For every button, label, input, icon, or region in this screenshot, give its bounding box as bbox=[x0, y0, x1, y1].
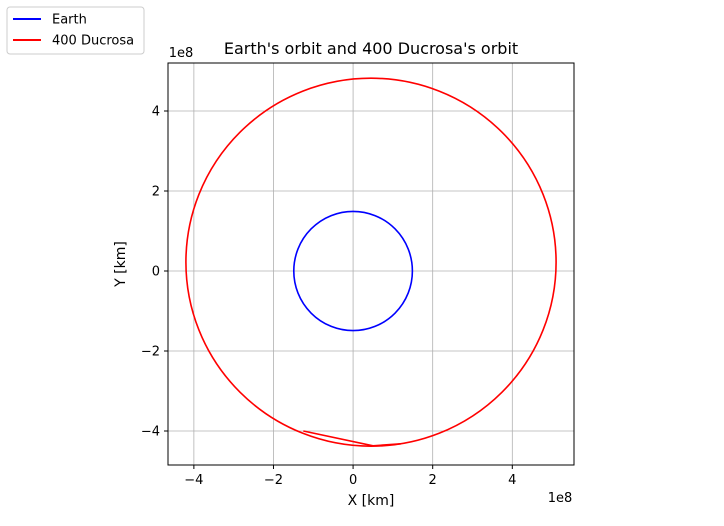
orbit-earth bbox=[292, 210, 414, 332]
x-axis-label: X [km] bbox=[348, 493, 395, 509]
legend-label-earth: Earth bbox=[52, 13, 87, 28]
y-tick-label: −4 bbox=[141, 425, 160, 440]
plot-area bbox=[185, 77, 557, 448]
y-axis-offset-label: 1e8 bbox=[169, 46, 194, 61]
x-tick-label: 0 bbox=[349, 473, 357, 488]
x-tick-label: −4 bbox=[184, 473, 203, 488]
legend-box bbox=[6, 6, 145, 55]
legend: Earth 400 Ducrosa bbox=[6, 6, 145, 55]
axes-frame bbox=[167, 62, 575, 466]
orbit-400-ducrosa bbox=[185, 77, 557, 448]
chart-title: Earth's orbit and 400 Ducrosa's orbit bbox=[224, 39, 518, 58]
grid bbox=[168, 63, 574, 465]
y-tick-label: 0 bbox=[152, 265, 160, 280]
y-axis-label: Y [km] bbox=[113, 241, 129, 288]
x-tick-label: 2 bbox=[429, 473, 437, 488]
ticks: −4 −2 0 2 4 −4 −2 0 2 4 bbox=[141, 105, 517, 489]
orbit-segment-400-ducrosa bbox=[303, 430, 401, 447]
x-tick-label: −2 bbox=[264, 473, 283, 488]
x-tick-label: 4 bbox=[508, 473, 516, 488]
y-tick-label: 4 bbox=[152, 105, 160, 120]
x-axis-offset-label: 1e8 bbox=[548, 491, 573, 506]
y-tick-label: 2 bbox=[152, 185, 160, 200]
legend-label-400-ducrosa: 400 Ducrosa bbox=[52, 34, 134, 49]
y-tick-label: −2 bbox=[141, 345, 160, 360]
